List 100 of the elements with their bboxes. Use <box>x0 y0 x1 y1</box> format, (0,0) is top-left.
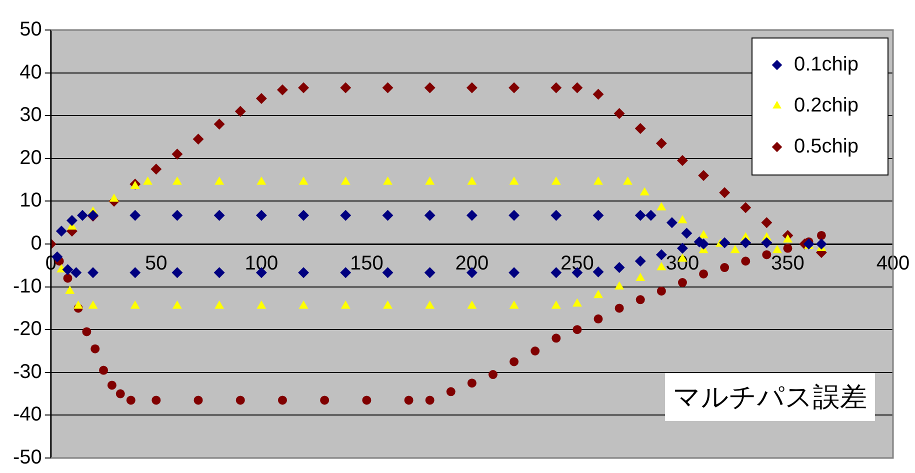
point <box>636 295 645 304</box>
point <box>719 187 730 198</box>
point <box>424 267 436 278</box>
point <box>88 267 99 278</box>
point <box>761 217 772 228</box>
y-tick-label: -30 <box>13 360 42 383</box>
point <box>816 230 826 240</box>
point <box>634 122 646 134</box>
y-tick-label: 10 <box>20 190 42 212</box>
point <box>404 396 414 405</box>
point <box>762 250 772 260</box>
point <box>614 281 624 290</box>
point <box>56 226 67 237</box>
point <box>256 176 266 185</box>
point <box>214 210 225 221</box>
y-tick-label: -40 <box>13 404 42 426</box>
x-tick-label: 250 <box>560 252 594 275</box>
point <box>719 237 730 248</box>
x-tick-label: 150 <box>350 252 384 275</box>
point <box>70 267 82 278</box>
point <box>424 210 436 221</box>
point <box>551 300 561 309</box>
x-tick-label: 350 <box>771 252 804 275</box>
point <box>508 210 520 221</box>
point <box>320 396 330 405</box>
point <box>572 325 582 334</box>
point <box>278 396 287 405</box>
point <box>214 300 224 309</box>
y-tick-label: 40 <box>20 61 42 84</box>
point <box>592 210 604 221</box>
point <box>340 210 352 221</box>
point <box>107 380 116 390</box>
point <box>340 267 352 278</box>
point <box>761 237 772 248</box>
x-tick-label: 400 <box>876 252 910 275</box>
point <box>340 82 352 94</box>
point <box>572 298 582 307</box>
point <box>622 176 633 185</box>
point <box>192 134 204 145</box>
point <box>126 396 136 405</box>
point <box>698 230 708 238</box>
point <box>656 138 667 149</box>
point <box>116 389 125 398</box>
point <box>592 266 604 278</box>
point <box>340 176 350 185</box>
point <box>816 238 827 250</box>
point <box>592 88 604 100</box>
point <box>142 176 153 185</box>
y-tick-label: -20 <box>13 318 42 340</box>
point <box>382 210 394 221</box>
point <box>681 228 692 239</box>
point <box>298 176 308 185</box>
point <box>508 82 520 94</box>
legend-label: 0.2chip <box>794 94 858 117</box>
point <box>234 106 246 117</box>
point <box>362 396 372 405</box>
point <box>698 170 710 182</box>
point <box>656 202 666 210</box>
point <box>509 300 519 309</box>
point <box>425 396 434 405</box>
point <box>109 194 119 202</box>
point <box>550 267 562 278</box>
x-tick-label: 200 <box>455 252 489 275</box>
point <box>640 187 650 196</box>
point <box>150 164 162 175</box>
point <box>636 272 646 281</box>
annotation: マルチパス誤差 <box>665 373 875 421</box>
point <box>63 274 72 283</box>
point <box>783 244 792 253</box>
point <box>298 300 308 309</box>
point <box>550 82 562 94</box>
point <box>382 176 393 185</box>
point <box>214 118 225 130</box>
point <box>782 234 792 242</box>
point <box>509 176 519 185</box>
point <box>214 267 225 278</box>
point <box>634 210 646 221</box>
point <box>172 148 183 160</box>
point <box>298 82 310 94</box>
point <box>530 346 540 356</box>
point <box>656 286 666 296</box>
point <box>614 304 624 313</box>
point <box>740 237 752 248</box>
point <box>256 210 267 221</box>
legend-label: 0.5chip <box>794 136 858 158</box>
point <box>466 82 478 94</box>
point <box>741 256 750 266</box>
point <box>256 92 267 104</box>
y-tick-label: 20 <box>20 146 42 169</box>
point <box>99 366 108 375</box>
point <box>678 278 687 288</box>
x-tick-label: 50 <box>145 252 168 275</box>
point <box>676 242 688 254</box>
point <box>425 300 435 309</box>
point <box>666 217 678 228</box>
y-tick-label: -50 <box>13 446 42 469</box>
point <box>740 202 752 214</box>
point <box>508 267 520 278</box>
point <box>699 269 708 278</box>
point <box>656 262 666 270</box>
